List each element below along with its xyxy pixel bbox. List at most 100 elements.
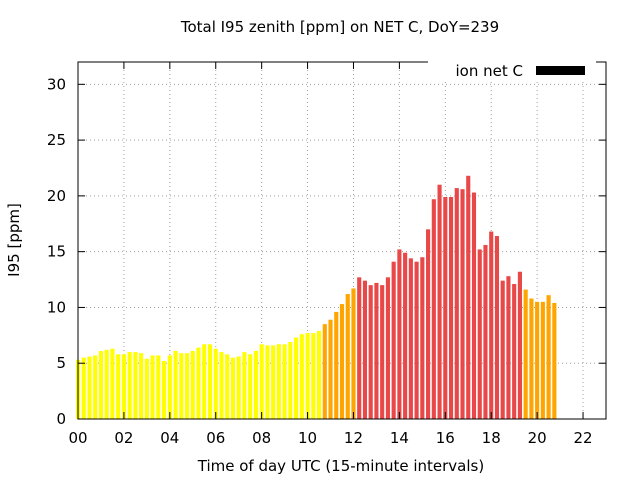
x-tick-label: 18 (482, 429, 501, 447)
x-axis-title: Time of day UTC (15-minute intervals) (197, 457, 484, 475)
bar (357, 277, 362, 419)
bar (408, 258, 413, 419)
bar (494, 236, 500, 419)
bar (271, 345, 276, 419)
tick-labels: 0 5 10 15 20 25 30 00 02 04 06 08 10 12 14 16 18 20 22 (47, 75, 593, 447)
bar (489, 231, 494, 419)
bar (552, 302, 557, 419)
bar (362, 280, 368, 419)
bar (483, 244, 488, 419)
bar (339, 304, 345, 419)
bar (81, 357, 86, 419)
x-tick-label: 12 (344, 429, 363, 447)
bar (116, 354, 121, 419)
bar (156, 355, 161, 419)
bar (104, 349, 109, 419)
bar (253, 350, 258, 419)
bar (242, 352, 247, 419)
bar (93, 355, 98, 419)
bar (500, 280, 505, 419)
bar (420, 257, 425, 419)
bar (236, 356, 241, 419)
bar (523, 289, 528, 419)
bar (219, 352, 224, 419)
bar (512, 284, 517, 419)
chart-title: Total I95 zenith [ppm] on NET C, DoY=239 (180, 18, 499, 36)
bar (196, 347, 201, 419)
bar (454, 188, 459, 419)
bar (110, 348, 115, 419)
bar (133, 352, 138, 419)
x-tick-label: 10 (298, 429, 317, 447)
bar (150, 355, 155, 419)
bar (374, 282, 379, 419)
bar (334, 311, 339, 419)
bar (305, 333, 310, 419)
bar (179, 353, 184, 419)
bar (190, 350, 195, 419)
x-tick-label: 08 (252, 429, 271, 447)
bar (517, 271, 522, 419)
bar (426, 229, 431, 419)
bar (173, 350, 178, 419)
bar (207, 344, 213, 419)
bar (230, 357, 236, 419)
bar (443, 196, 448, 419)
y-axis-title: I95 [ppm] (5, 203, 23, 277)
bar (87, 356, 92, 419)
bar (162, 360, 167, 419)
bar (535, 301, 540, 419)
bar (288, 342, 293, 419)
bar (437, 184, 442, 419)
bar (368, 285, 373, 420)
plot-frame (77, 61, 607, 420)
bar (322, 324, 327, 419)
bar (471, 192, 477, 419)
bar (139, 353, 144, 419)
bar (380, 285, 385, 420)
bar (466, 175, 471, 419)
bar (529, 298, 534, 419)
bar (403, 252, 408, 419)
x-tick-label: 04 (160, 429, 179, 447)
legend: ion net C (428, 58, 596, 82)
bar (328, 319, 333, 419)
bar (460, 189, 465, 419)
bar (259, 344, 264, 419)
bar (299, 334, 304, 419)
bar (127, 352, 132, 419)
x-tick-label: 06 (206, 429, 225, 447)
y-tick-label: 15 (47, 243, 66, 261)
y-tick-label: 30 (47, 75, 66, 93)
bar (248, 354, 253, 419)
y-tick-label: 20 (47, 187, 66, 205)
y-tick-label: 25 (47, 131, 66, 149)
x-tick-label: 00 (68, 429, 87, 447)
bar (316, 330, 322, 419)
x-tick-label: 22 (573, 429, 592, 447)
x-tick-label: 16 (436, 429, 455, 447)
bar (144, 358, 149, 419)
y-tick-label: 0 (56, 410, 66, 428)
bar (385, 277, 390, 419)
bar (448, 196, 454, 419)
bar (276, 344, 281, 419)
x-tick-label: 02 (114, 429, 133, 447)
bar (431, 199, 436, 419)
bar (546, 295, 551, 419)
x-tick-label: 14 (390, 429, 409, 447)
bar (506, 276, 511, 419)
legend-label: ion net C (456, 62, 523, 80)
bar (225, 354, 230, 419)
bar (391, 261, 396, 419)
bar (184, 353, 190, 419)
bar (397, 249, 402, 419)
bar (477, 249, 482, 419)
bar (167, 355, 172, 419)
y-tick-label: 5 (56, 354, 66, 372)
bar (311, 333, 316, 419)
bar (294, 337, 299, 419)
bar (351, 288, 356, 419)
y-tick-label: 10 (47, 298, 66, 316)
